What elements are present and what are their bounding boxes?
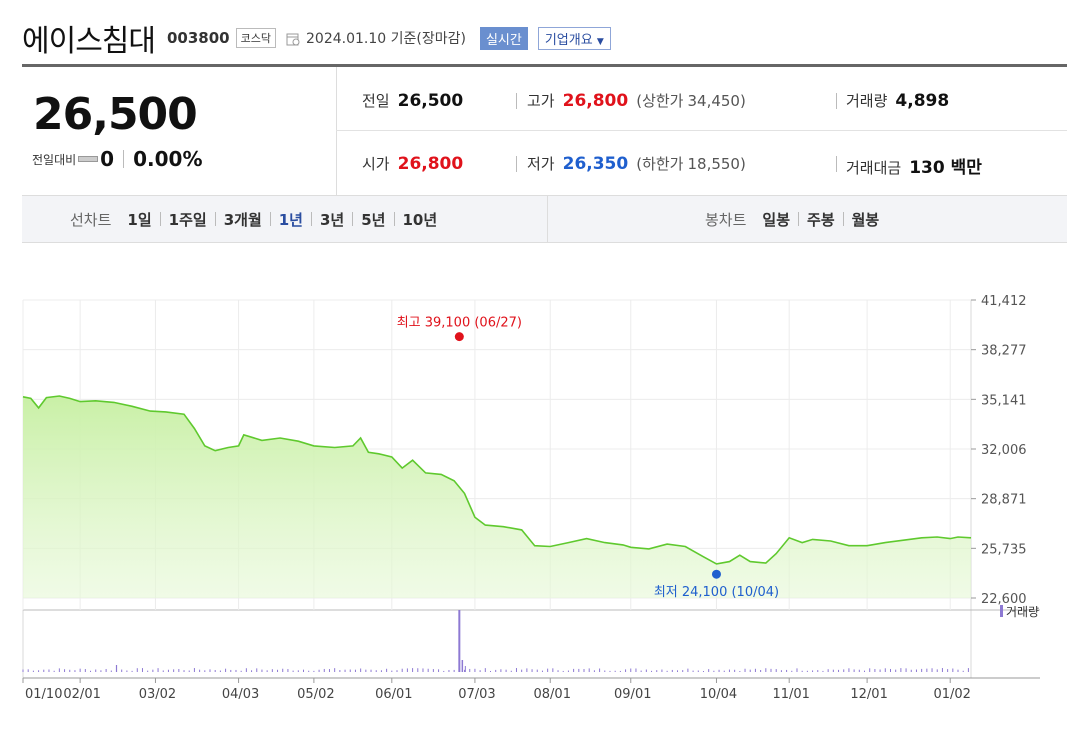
period-tab[interactable]: 1년 (278, 210, 303, 229)
low-label: 최저 24,100 (10/04) (654, 585, 779, 600)
x-tick-label: 02/01 (63, 687, 100, 702)
price-area (23, 396, 971, 598)
divider (311, 212, 312, 226)
date-text: 2024.01.10 기준(장마감) (306, 31, 466, 47)
calendar-icon (286, 31, 300, 46)
low-marker (711, 569, 721, 579)
stat-label: 저가 (527, 155, 555, 173)
divider (214, 212, 216, 226)
high-label: 최고 39,100 (06/27) (397, 316, 522, 331)
divider (836, 93, 837, 109)
divider (798, 212, 800, 226)
x-tick-label: 09/01 (614, 687, 651, 702)
x-tick-label: 01/02 (933, 687, 970, 702)
divider (842, 212, 844, 226)
candle-tab[interactable]: 주봉 (807, 210, 835, 229)
y-tick-label: 41,412 (981, 294, 1027, 309)
no-change-icon (78, 156, 99, 162)
stat-label: 전일 (362, 92, 390, 110)
divider (123, 150, 125, 168)
x-tick-label: 01/10 (25, 687, 62, 702)
stats-divider (336, 130, 1067, 131)
stat-volume: 거래량 4,898 (846, 90, 949, 111)
stat-label: 거래량 (846, 92, 888, 110)
market-badge: 코스닥 (235, 28, 276, 48)
stat-open: 시가 26,800 (362, 153, 463, 174)
stat-low: 저가 26,350 (하한가 18,550) (527, 153, 746, 174)
x-tick-label: 12/01 (850, 687, 887, 702)
high-marker (454, 332, 464, 342)
y-tick-label: 25,735 (981, 542, 1027, 557)
x-tick-label: 05/02 (297, 687, 334, 702)
stock-code: 003800 (167, 29, 230, 47)
company-info-label: 기업개요 (544, 32, 593, 48)
period-tab[interactable]: 1일 (127, 210, 152, 229)
period-tab[interactable]: 3개월 (223, 210, 262, 229)
stat-label: 고가 (527, 92, 555, 110)
price-chart: 41,412 38,277 35,141 32,006 28,871 25,735 22,6… (22, 294, 1040, 702)
divider (159, 212, 161, 226)
stat-value: 26,350 (562, 154, 629, 174)
candle-tab[interactable]: 일봉 (762, 210, 791, 229)
x-tick-label: 08/01 (534, 687, 571, 702)
stat-value: 26,800 (397, 154, 464, 174)
period-bar: 선차트 1일 1주일 3개월 1년 3년 5년 10년 봉차트 일봉 주봉 월봉 (22, 196, 1067, 243)
stat-label: 거래대금 (846, 159, 902, 177)
line-chart-periods: 선차트 1일 1주일 3개월 1년 3년 5년 10년 (22, 196, 548, 242)
candle-chart-periods: 봉차트 일봉 주봉 월봉 (547, 196, 1067, 242)
period-tab[interactable]: 3년 (320, 210, 345, 229)
stat-high: 고가 26,800 (상한가 34,450) (527, 90, 746, 111)
y-tick-label: 35,141 (981, 393, 1027, 408)
top-divider (22, 64, 1067, 67)
change-row: 전일대비 0 0.00% (32, 147, 202, 171)
divider (352, 212, 354, 226)
x-tick-label: 10/04 (700, 687, 737, 702)
candle-tab[interactable]: 월봉 (851, 210, 880, 229)
divider (836, 156, 837, 172)
change-value: 0 (100, 147, 115, 171)
divider (516, 156, 517, 172)
stat-sub-label: (하한가 (636, 155, 684, 173)
y-tick-label: 32,006 (981, 443, 1027, 458)
x-tick-label: 04/03 (222, 687, 259, 702)
line-chart-label: 선차트 (70, 210, 112, 229)
x-tick-label: 06/01 (375, 687, 412, 702)
period-tab[interactable]: 1주일 (168, 210, 207, 229)
period-tab[interactable]: 5년 (361, 210, 386, 229)
divider (22, 195, 1067, 196)
company-info-dropdown[interactable]: 기업개요 ▼ (537, 26, 611, 50)
title-row: 에이스침대 003800 코스닥 2024.01.10 기준(장마감) 실시간 … (22, 18, 1062, 59)
stat-prev-close: 전일 26,500 (362, 90, 463, 111)
company-name: 에이스침대 (22, 24, 156, 59)
chevron-down-icon: ▼ (596, 36, 604, 47)
stat-sub-label: (상한가 (636, 92, 684, 110)
y-tick-label: 38,277 (981, 344, 1027, 359)
x-tick-label: 07/03 (458, 687, 495, 702)
change-percent: 0.00% (133, 147, 203, 171)
stat-value: 26,800 (562, 91, 629, 111)
current-price: 26,500 (33, 89, 198, 140)
y-tick-label: 28,871 (981, 493, 1027, 508)
change-label: 전일대비 (32, 152, 77, 167)
period-tab[interactable]: 10년 (402, 210, 438, 229)
candle-chart-label: 봉차트 (705, 210, 747, 229)
stat-value: 4,898 (895, 91, 950, 111)
x-tick-label: 03/02 (139, 687, 176, 702)
realtime-button[interactable]: 실시간 (479, 26, 528, 50)
stat-sub-value: 34,450) (687, 92, 746, 110)
y-tick-label: 22,600 (981, 592, 1027, 607)
price-line (22, 395, 972, 565)
x-tick-label: 11/01 (772, 687, 809, 702)
price-panel: 26,500 전일대비 0 0.00% (22, 67, 337, 195)
volume-legend-label: 거래량 (1006, 605, 1039, 619)
volume-legend-swatch (1000, 605, 1003, 617)
stat-value: 26,500 (397, 91, 464, 111)
divider (393, 212, 395, 226)
divider (516, 93, 517, 109)
stat-value: 130 백만 (909, 158, 982, 178)
stat-label: 시가 (362, 155, 390, 173)
stat-trade-value: 거래대금 130 백만 (846, 153, 982, 178)
divider (269, 212, 271, 226)
stat-sub-value: 18,550) (687, 155, 746, 173)
